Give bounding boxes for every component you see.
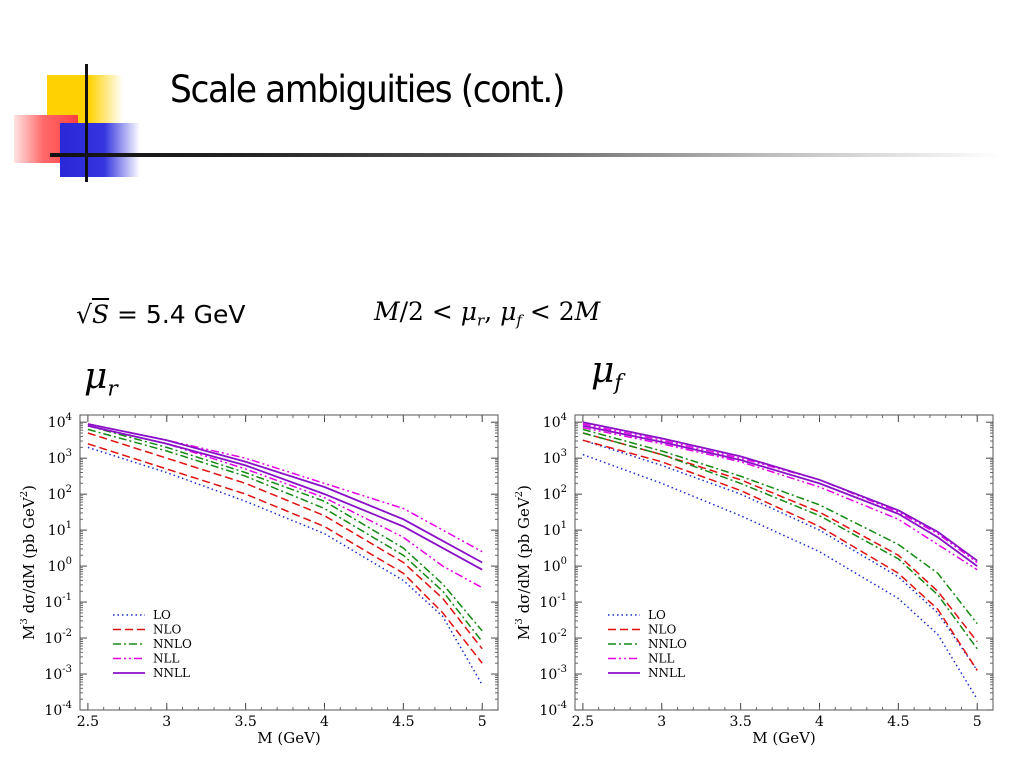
- legend-label: NNLL: [648, 666, 685, 680]
- series-nnlo-upper: [87, 425, 483, 632]
- slide-title: Scale ambiguities (cont.): [170, 68, 565, 111]
- series-nll-upper: [87, 423, 483, 553]
- equals-sign: =: [109, 300, 146, 329]
- y-tick-label: 101: [543, 520, 567, 539]
- y-tick-label: 103: [543, 448, 567, 467]
- decor-blue-square: [60, 123, 140, 177]
- range-f-sub: f: [516, 311, 522, 330]
- decor-vertical-line: [85, 64, 88, 182]
- y-axis-label: M3 dσ/dM (pb GeV2): [20, 485, 38, 640]
- x-tick-label: 3: [657, 714, 666, 730]
- x-tick-label: 2.5: [77, 714, 99, 730]
- range-mu-r: μ: [460, 297, 478, 326]
- y-tick-label: 10-3: [539, 664, 567, 683]
- range-rhs-m: M: [574, 297, 601, 326]
- legend-label: NNLO: [153, 637, 192, 651]
- series-nnll-lower: [87, 424, 483, 571]
- mu-f-label: μf: [591, 350, 622, 396]
- legend-label: NLL: [648, 652, 674, 666]
- chart-mu-r: 2.5 3 3.5 4 4.5 5 10-4 10-3 10-2 10-1 100 101 102 103…: [20, 412, 499, 747]
- series-nnlo-lower: [87, 428, 483, 643]
- x-tick-label: 3.5: [729, 714, 751, 730]
- series-nlo-upper: [87, 432, 483, 650]
- energy-equation: √S = 5.4 GeV: [76, 300, 245, 329]
- series-nlo-lower: [582, 439, 978, 671]
- energy-value: 5.4 GeV: [145, 300, 246, 329]
- y-tick-label: 10-4: [539, 700, 567, 719]
- legend-label: NLO: [153, 623, 181, 637]
- y-tick-label: 104: [543, 412, 567, 431]
- legend-label: LO: [648, 608, 666, 622]
- x-tick-label: 4: [815, 714, 824, 730]
- scale-range-equation: M/2 < μr, μf < 2M: [374, 297, 600, 329]
- legend-label: NLL: [153, 652, 179, 666]
- series-lo-upper: [87, 446, 483, 686]
- y-tick-label: 100: [543, 556, 567, 575]
- series-nll-lower: [87, 425, 483, 589]
- y-tick-label: 102: [48, 484, 72, 503]
- y-axis-label: M3 dσ/dM (pb GeV2): [515, 485, 533, 640]
- x-axis-label: M (GeV): [257, 729, 321, 747]
- mu-r-sub: r: [107, 376, 118, 402]
- y-tick-label: 10-1: [44, 592, 72, 611]
- x-tick-label: 5: [973, 714, 982, 730]
- legend-label: LO: [153, 608, 171, 622]
- plot-frame: [79, 414, 499, 711]
- y-tick-label: 10-2: [539, 628, 567, 647]
- x-tick-label: 3: [162, 714, 171, 730]
- series-nnlo-lower: [582, 432, 978, 650]
- title-underline: [50, 153, 1000, 157]
- x-tick-label: 4.5: [887, 714, 909, 730]
- y-tick-label: 10-3: [44, 664, 72, 683]
- y-tick-label: 10-4: [44, 700, 72, 719]
- x-tick-label: 4: [320, 714, 329, 730]
- series-nlo-lower: [87, 443, 483, 664]
- range-mu-f: μ: [500, 297, 517, 326]
- y-tick-label: 102: [543, 484, 567, 503]
- x-tick-label: 2.5: [572, 714, 594, 730]
- range-r-sub: r: [477, 311, 485, 330]
- chart-mu-f: 2.5 3 3.5 4 4.5 5 10-4 10-3 10-2 10-1 100 101 102 103…: [515, 412, 994, 747]
- range-lhs: M: [374, 297, 400, 326]
- x-tick-label: 3.5: [234, 714, 256, 730]
- series-nnll-upper: [582, 421, 978, 562]
- range-comma: ,: [484, 297, 501, 326]
- legend-label: NNLO: [648, 637, 687, 651]
- y-tick-label: 103: [48, 448, 72, 467]
- series-nll-upper: [582, 423, 978, 564]
- mu-f-sub: f: [614, 370, 623, 396]
- series-nnlo-upper: [582, 428, 978, 625]
- energy-variable: S: [91, 300, 110, 329]
- y-tick-label: 100: [48, 556, 72, 575]
- series-nnll-upper: [87, 423, 483, 564]
- mu-f-symbol: μ: [591, 350, 615, 391]
- legend-label: NNLL: [153, 666, 190, 680]
- sqrt-symbol: √: [76, 300, 92, 329]
- series-lo-upper: [582, 439, 978, 671]
- series-nll-lower: [582, 426, 978, 571]
- y-tick-label: 10-1: [539, 592, 567, 611]
- x-tick-label: 5: [478, 714, 487, 730]
- series-nlo-upper: [582, 432, 978, 643]
- plot-frame: [574, 414, 994, 711]
- series-nnll-lower: [582, 424, 978, 567]
- y-tick-label: 101: [48, 520, 72, 539]
- mu-r-label: μr: [84, 356, 118, 402]
- range-frac: /2 <: [399, 297, 461, 326]
- x-axis-label: M (GeV): [752, 729, 816, 747]
- y-tick-label: 104: [48, 412, 72, 431]
- legend-label: NLO: [648, 623, 676, 637]
- mu-r-symbol: μ: [84, 356, 108, 397]
- range-rhs: < 2: [521, 297, 575, 326]
- x-tick-label: 4.5: [392, 714, 414, 730]
- y-tick-label: 10-2: [44, 628, 72, 647]
- series-lo-lower: [582, 453, 978, 700]
